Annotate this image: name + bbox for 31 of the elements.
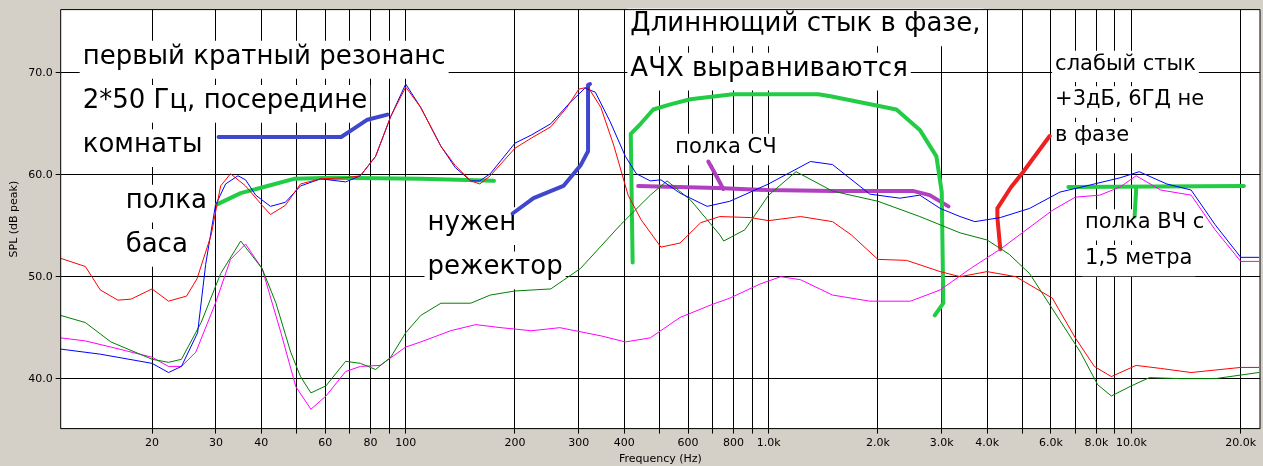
x-tick-label: 20.0k [1225, 436, 1257, 450]
x-tick-label: 8.0k [1084, 436, 1109, 450]
x-tick-label: 2.0k [865, 436, 891, 450]
x-tick-label: 800 [722, 436, 744, 450]
y-tick-label: 60.0 [28, 167, 53, 181]
y-tick-label: 70.0 [28, 65, 53, 79]
annotation: полка СЧ [675, 133, 777, 158]
x-tick-label: 1.0k [756, 436, 782, 450]
annotation: нужен режектор [427, 206, 563, 281]
x-axis-title: Frequency (Hz) [618, 452, 702, 466]
x-tick-label: 10.0k [1116, 436, 1148, 450]
x-tick-label: 80 [363, 436, 378, 450]
y-tick-label: 40.0 [28, 371, 53, 385]
x-tick-label: 100 [395, 436, 417, 450]
x-tick-label: 200 [504, 436, 526, 450]
x-tick-label: 6.0k [1039, 436, 1064, 450]
annotation: полка ВЧ с 1,5 метра [1085, 209, 1205, 269]
x-tick-label: 60 [318, 436, 333, 450]
x-tick-label: 4.0k [975, 436, 1000, 450]
annotation: полка баса [125, 183, 207, 258]
x-tick-label: 400 [613, 436, 635, 450]
x-tick-label: 300 [568, 436, 590, 450]
x-tick-label: 40 [254, 436, 269, 450]
x-tick-label: 20 [145, 436, 160, 450]
annotation: Длиннющий стык в фазе, АЧХ выравниваются [630, 7, 981, 82]
y-tick-label: 50.0 [28, 269, 53, 283]
annotation: слабый стык +3дБ, 6ГД не в фазе [1055, 50, 1205, 147]
x-tick-label: 30 [208, 436, 223, 450]
y-axis-title: SPL (dB peak) [7, 180, 21, 258]
x-tick-label: 3.0k [929, 436, 955, 450]
x-tick-label: 600 [677, 436, 699, 450]
